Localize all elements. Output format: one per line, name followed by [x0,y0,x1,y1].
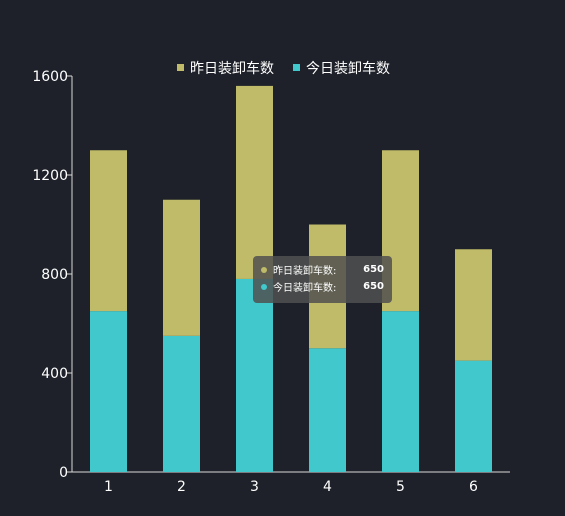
legend-label-today[interactable]: 今日装卸车数 [306,60,390,77]
y-axis: 0 400 800 1200 1600 [32,69,73,481]
x-tick-label: 4 [323,479,332,495]
bar-today-4[interactable] [309,348,346,472]
tooltip-label-yesterday: 昨日装卸车数: [273,266,337,277]
legend-swatch-today[interactable] [293,64,300,71]
bar-yesterday-2[interactable] [163,199,200,336]
y-tick-label: 1200 [32,168,68,184]
y-tick-label: 0 [59,465,68,481]
y-tick-label: 800 [41,267,68,283]
bar-today-5[interactable] [382,311,419,472]
tooltip-value-today: 650 [363,281,384,292]
bar-today-2[interactable] [163,335,200,472]
x-tick-label: 6 [469,479,478,495]
tooltip-row-yesterday: 昨日装卸车数: 650 [261,261,384,278]
x-tick-label: 3 [250,479,259,495]
bar-yesterday-1[interactable] [90,150,127,312]
tooltip-dot-today [261,283,267,290]
bar-today-3[interactable] [236,278,273,472]
x-axis: 1 2 3 4 5 6 [72,471,510,495]
tooltip-value-yesterday: 650 [363,264,384,275]
legend-swatch-yesterday[interactable] [177,64,184,71]
bar-yesterday-6[interactable] [455,249,492,361]
bar-today-6[interactable] [455,360,492,472]
x-tick-label: 1 [104,479,113,495]
tooltip-label-today: 今日装卸车数: [273,283,337,294]
bar-yesterday-3[interactable] [236,85,273,279]
legend-label-yesterday[interactable]: 昨日装卸车数 [190,60,274,77]
tooltip: 昨日装卸车数: 650 今日装卸车数: 650 [253,256,392,303]
x-tick-label: 5 [396,479,405,495]
bars [90,85,492,472]
tooltip-row-today: 今日装卸车数: 650 [261,278,384,295]
legend: 昨日装卸车数 今日装卸车数 [177,60,390,77]
y-tick-label: 400 [41,366,68,382]
x-tick-label: 2 [177,479,186,495]
tooltip-dot-yesterday [261,266,267,273]
y-tick-label: 1600 [32,69,68,85]
bar-today-1[interactable] [90,311,127,472]
